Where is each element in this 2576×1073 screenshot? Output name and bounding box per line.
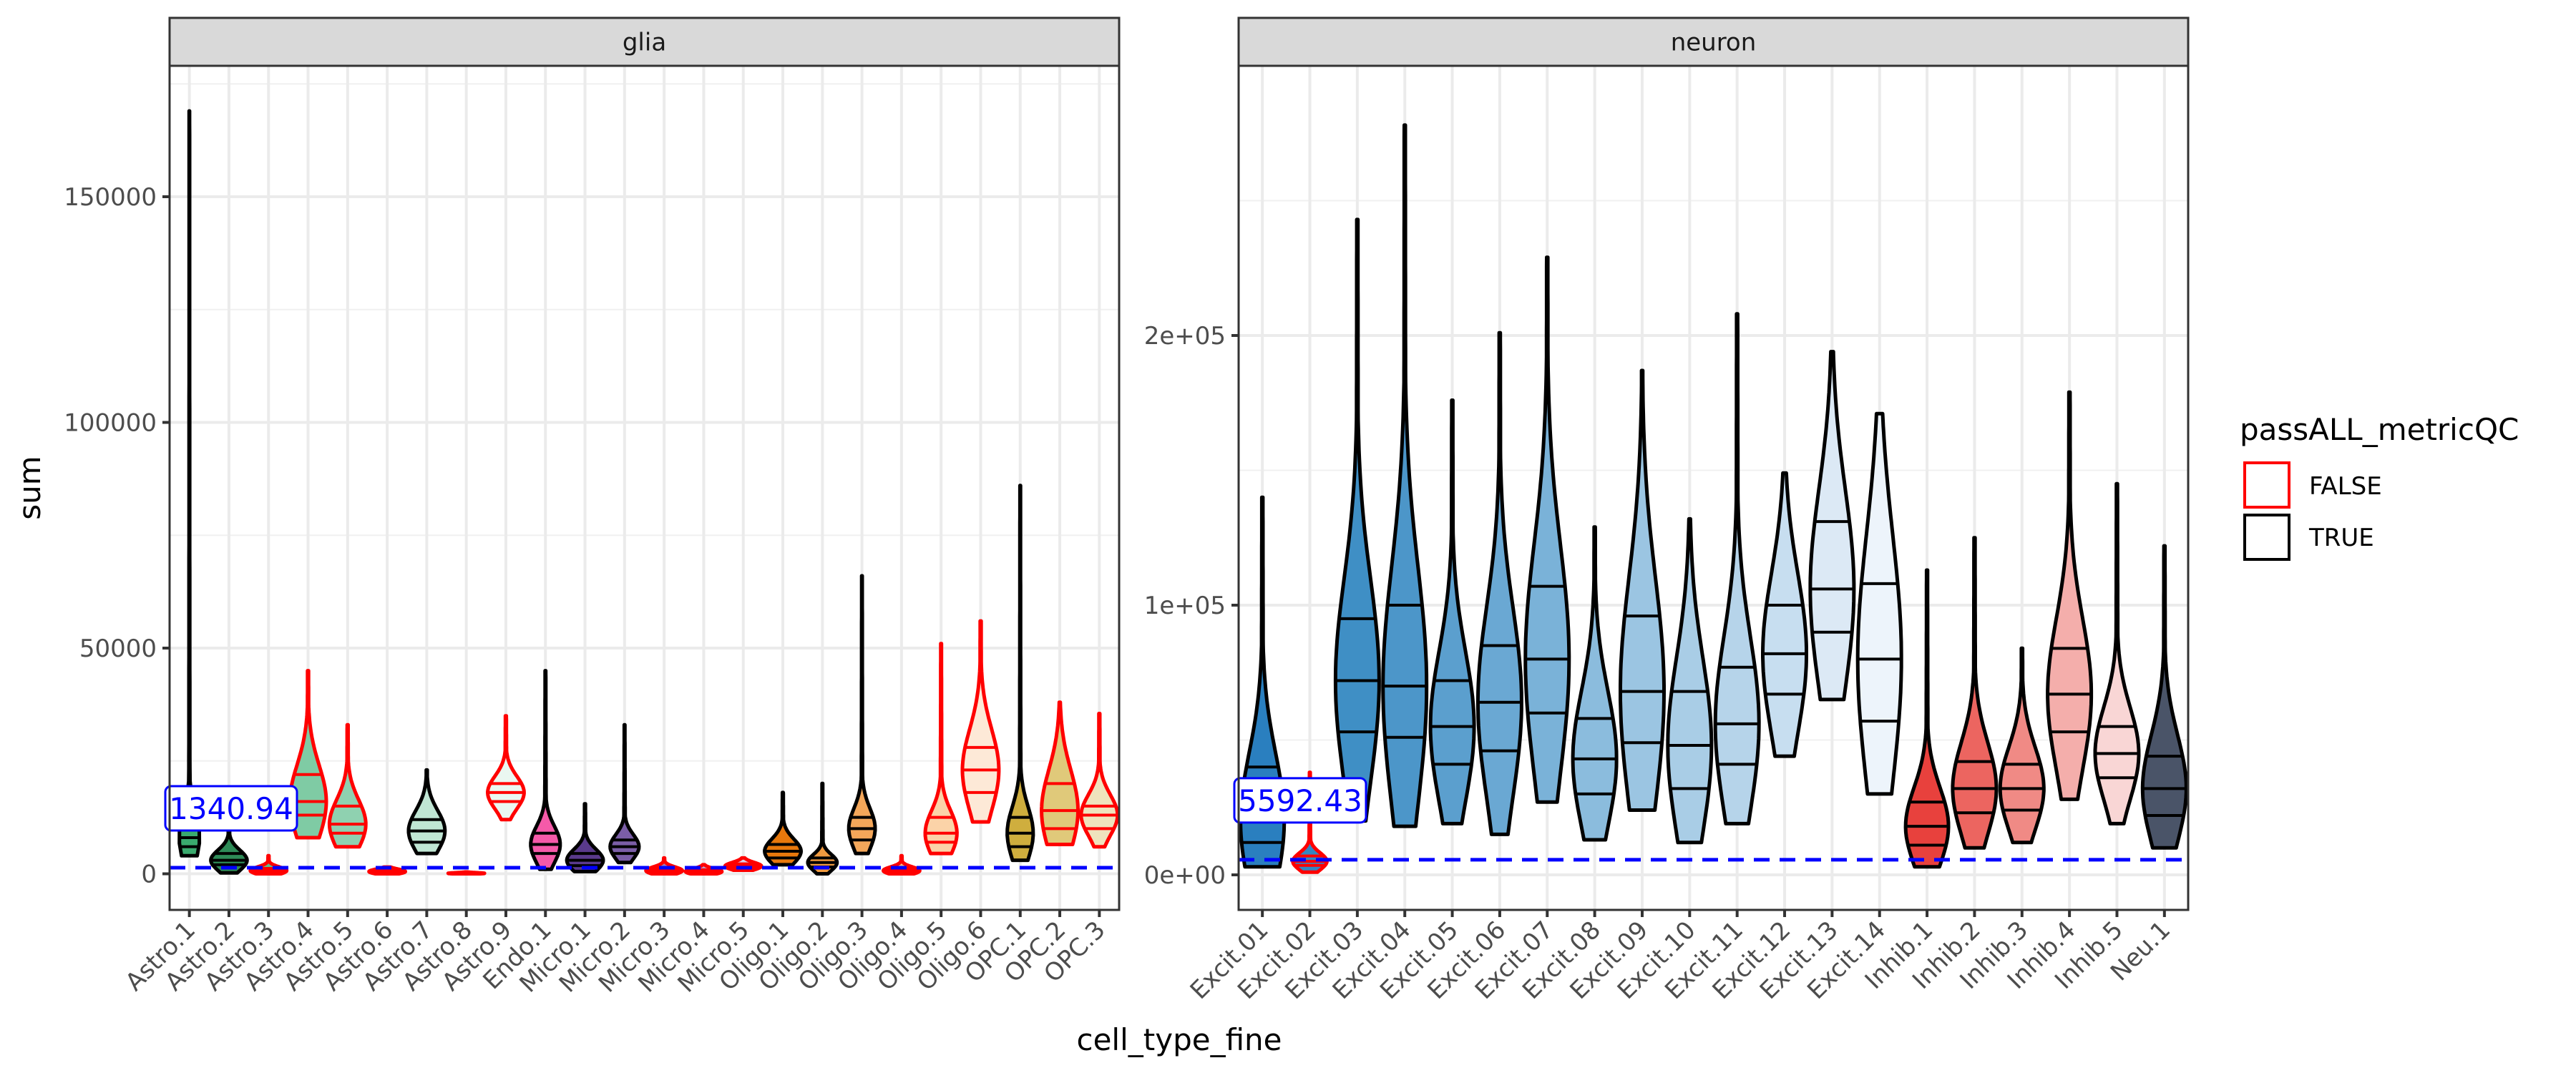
violin-body [2140, 544, 2188, 850]
threshold-label-box [164, 785, 298, 832]
facet-strip [168, 16, 1121, 67]
y-tick-label: 50000 [79, 635, 157, 663]
violin-Excit.07 [1523, 255, 1571, 804]
violin-Excit.05 [1428, 398, 1476, 825]
violin-Astro.8 [446, 870, 487, 876]
violin-body [1005, 484, 1035, 863]
violin-body [923, 642, 959, 856]
x-axis-title: cell_type_fine [1076, 1022, 1282, 1057]
violin-Oligo.3 [847, 574, 877, 856]
y-axis-title: sum [12, 456, 47, 519]
violin-Astro.5 [327, 722, 368, 849]
violin-body [1381, 123, 1429, 828]
violin-Inhib.5 [2093, 481, 2141, 825]
violin-body [177, 109, 202, 858]
threshold-label: 1340.94 [164, 785, 298, 832]
violin-Excit.13 [1808, 350, 1856, 702]
violin-Oligo.1 [763, 790, 803, 867]
violin-body [406, 768, 447, 856]
violin-body [1761, 471, 1808, 758]
violin-body [1333, 217, 1381, 823]
violin-body [1903, 568, 1951, 869]
violin-body [529, 669, 562, 871]
y-tick-label: 150000 [64, 183, 157, 212]
facet-strip [1237, 16, 2190, 67]
facet-strip-label: glia [623, 29, 666, 57]
violin-Inhib.1 [1903, 568, 1951, 869]
legend: passALL_metricQC FALSE TRUE [2240, 412, 2519, 561]
violin-Astro.9 [486, 714, 526, 822]
violin-OPC.2 [1040, 700, 1080, 846]
violin-body [1239, 495, 1287, 869]
violin-body [608, 722, 641, 865]
violin-Excit.12 [1761, 471, 1808, 758]
violin-body [1523, 255, 1571, 804]
facet-strip-label: neuron [1671, 29, 1757, 57]
legend-label-true: TRUE [2308, 524, 2374, 552]
violin-Excit.03 [1333, 217, 1381, 823]
violin-Micro.4 [683, 863, 724, 876]
violin-Excit.06 [1475, 330, 1523, 836]
violin-body [1951, 536, 1999, 850]
y-tick-label: 0e+00 [1144, 861, 1226, 890]
violin-body [1855, 411, 1903, 796]
threshold-label-box [1233, 777, 1367, 824]
violin-Excit.09 [1619, 368, 1666, 812]
threshold-label-text: 1340.94 [169, 791, 293, 826]
panel-glia: 1340.94glia050000100000150000Astro.1Astr… [64, 16, 1121, 999]
violin-Oligo.6 [960, 619, 1001, 824]
panels-layer: 1340.94glia050000100000150000Astro.1Astr… [64, 16, 2190, 1005]
violin-Neu.1 [2140, 544, 2188, 850]
violin-body [1040, 700, 1080, 846]
legend-key-false [2243, 461, 2290, 509]
violin-body [960, 619, 1001, 824]
y-tick-label: 0 [141, 861, 157, 889]
threshold-label: 5592.43 [1233, 777, 1367, 824]
violin-Micro.2 [608, 722, 641, 865]
violin-Inhib.3 [1998, 646, 2046, 845]
violin-Excit.11 [1713, 312, 1761, 825]
violin-body [1079, 712, 1120, 849]
violin-body [1808, 350, 1856, 702]
violin-Inhib.2 [1951, 536, 1999, 850]
violin-Excit.14 [1855, 411, 1903, 796]
threshold-label-text: 5592.43 [1238, 783, 1362, 818]
violin-body [1571, 525, 1619, 842]
violin-body [806, 781, 839, 876]
violin-body [763, 790, 803, 867]
violin-Micro.1 [565, 802, 605, 873]
legend-key-true [2243, 514, 2290, 561]
violin-OPC.3 [1079, 712, 1120, 849]
violin-body [1619, 368, 1666, 812]
violin-OPC.1 [1005, 484, 1035, 863]
plot-background [1239, 66, 2188, 910]
violin-Excit.04 [1381, 123, 1429, 828]
y-tick-label: 2e+05 [1144, 322, 1226, 351]
violin-body [1666, 516, 1714, 845]
violin-Excit.08 [1571, 525, 1619, 842]
violin-body [2046, 390, 2094, 801]
panel-neuron: 5592.43neuron0e+001e+052e+05Excit.01Exci… [1144, 16, 2190, 1005]
y-tick-label: 1e+05 [1144, 592, 1226, 620]
violin-Oligo.5 [923, 642, 959, 856]
violin-body [1475, 330, 1523, 836]
violin-Endo.1 [529, 669, 562, 871]
violin-Excit.10 [1666, 516, 1714, 845]
violin-body [1998, 646, 2046, 845]
violin-Inhib.4 [2046, 390, 2094, 801]
legend-title: passALL_metricQC [2240, 412, 2519, 447]
legend-label-false: FALSE [2309, 472, 2382, 501]
violin-body [2093, 481, 2141, 825]
violin-body [1713, 312, 1761, 825]
violin-body [847, 574, 877, 856]
y-tick-label: 100000 [64, 409, 157, 438]
violin-body [288, 669, 328, 840]
violin-Astro.4 [288, 669, 328, 840]
violin-Astro.7 [406, 768, 447, 856]
